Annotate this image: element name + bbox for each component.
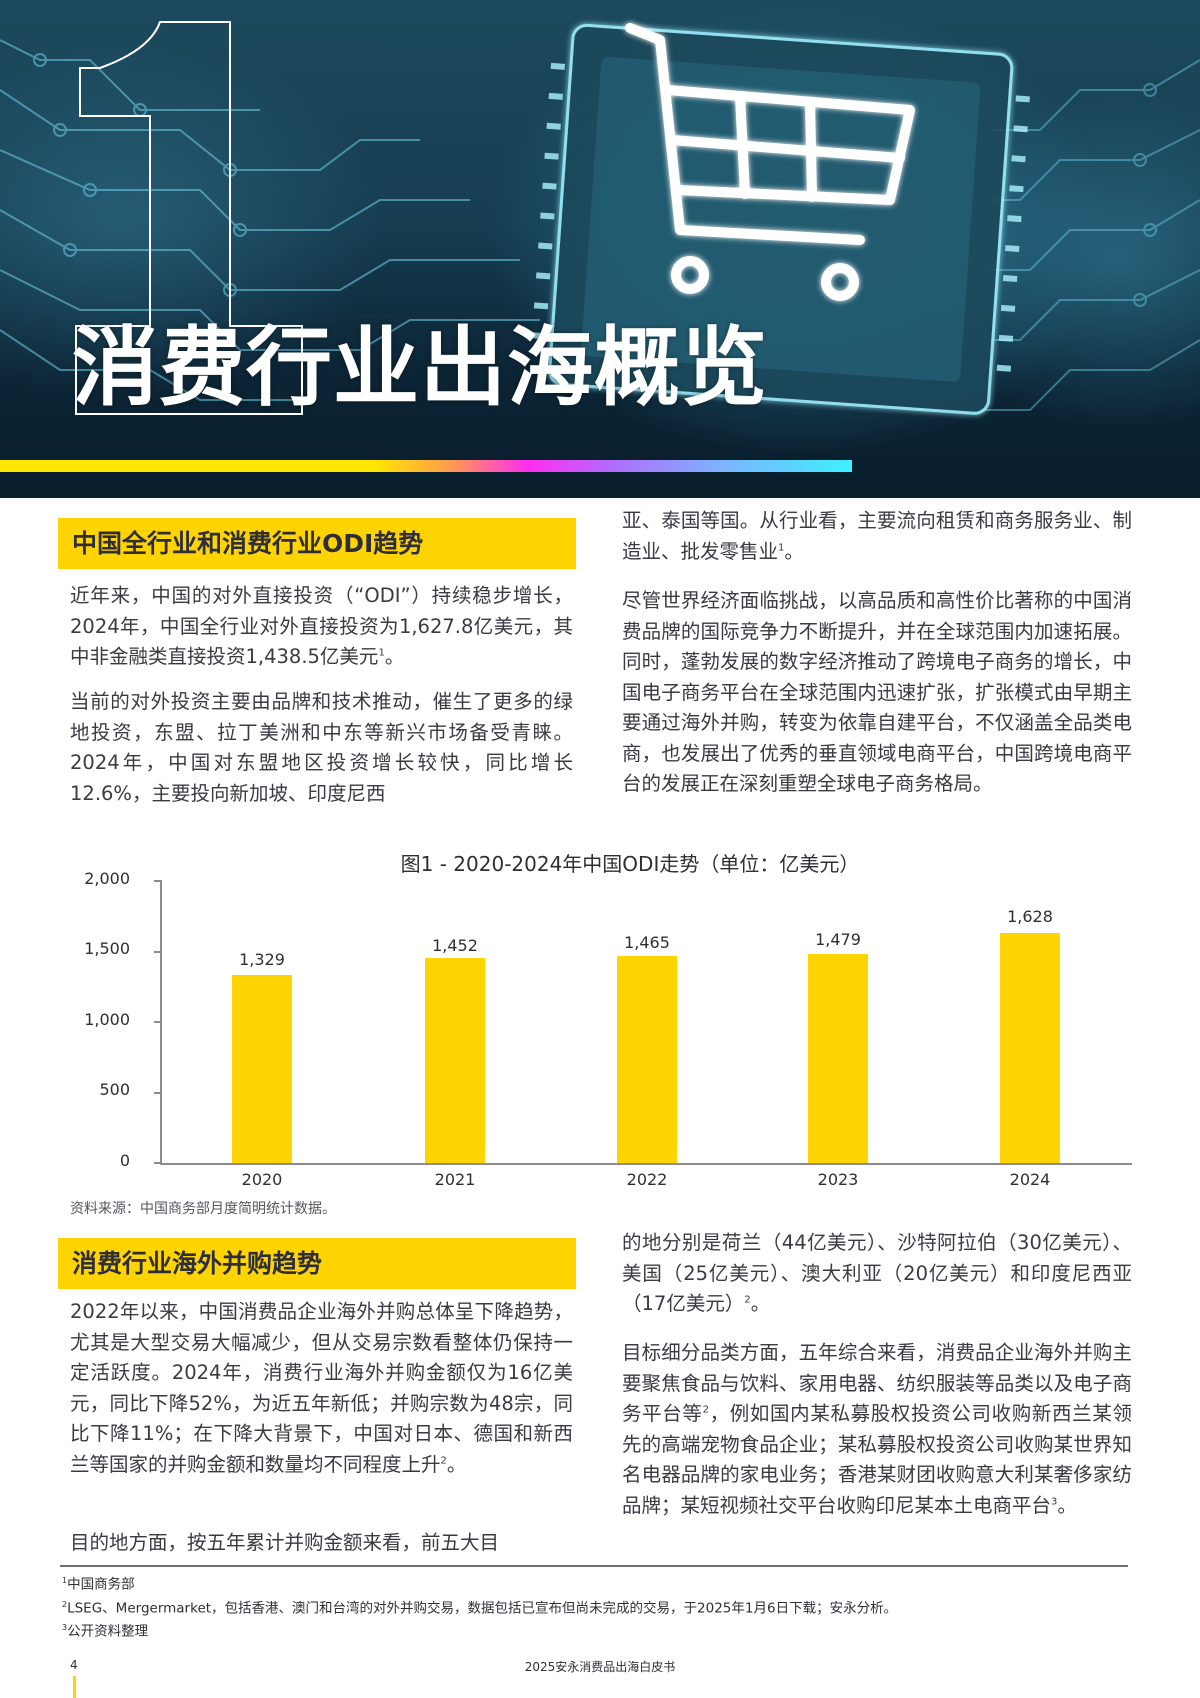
section-header-odi-trend: 中国全行业和消费行业ODI趋势 xyxy=(58,518,576,569)
paragraph-ma-destinations-start: 目的地方面，按五年累计并购金额来看，前五大目 xyxy=(70,1531,500,1554)
x-tick-label: 2024 xyxy=(1009,1170,1051,1189)
shopping-cart-icon xyxy=(625,23,915,301)
x-tick-label: 2022 xyxy=(626,1170,668,1189)
bar-2023 xyxy=(808,954,868,1163)
footnote-ref[interactable]: 2 xyxy=(702,1404,709,1416)
bar-value-label: 1,329 xyxy=(239,950,285,969)
circuit-board-illustration xyxy=(0,23,1200,415)
footer-accent-bar xyxy=(73,1676,76,1698)
paragraph-odi-intro: 近年来，中国的对外直接投资（“ODI”）持续稳步增长，2024年，中国全行业对外… xyxy=(70,584,573,668)
chart-source-note: 资料来源：中国商务部月度简明统计数据。 xyxy=(70,1201,336,1217)
bar-2022 xyxy=(617,956,677,1163)
bar-value-label: 1,479 xyxy=(815,930,861,949)
footnote-2: 2LSEG、Mergermarket，包括香港、澳门和台湾的对外并购交易，数据包… xyxy=(62,1599,898,1617)
paragraph-odi-industries: 亚、泰国等国。从行业看，主要流向租赁和商务服务业、制造业、批发零售业1。 xyxy=(622,509,1132,563)
y-tick-label: 1,000 xyxy=(84,1010,130,1029)
y-axis xyxy=(160,880,162,1164)
y-tick-label: 0 xyxy=(119,1151,130,1170)
footnote-1: 1中国商务部 xyxy=(62,1576,135,1593)
y-tick xyxy=(154,880,161,882)
x-tick-label: 2021 xyxy=(434,1170,476,1189)
hero-banner: 消费行业出海概览 xyxy=(0,0,1200,498)
bar-value-label: 1,628 xyxy=(1007,907,1053,926)
bar-value-label: 1,465 xyxy=(624,933,670,952)
y-tick-label: 1,500 xyxy=(84,939,130,958)
chapter-title: 消费行业出海概览 xyxy=(72,318,768,418)
paragraph-ma-overview: 2022年以来，中国消费品企业海外并购总体呈下降趋势，尤其是大型交易大幅减少，但… xyxy=(70,1300,573,1476)
odi-bar-chart: 图1 - 2020-2024年中国ODI走势（单位：亿美元） 2,000 1,5… xyxy=(0,840,1200,1220)
y-tick xyxy=(154,1021,161,1023)
paragraph-cross-border-ecommerce: 尽管世界经济面临挑战，以高品质和高性价比著称的中国消费品牌的国际竞争力不断提升，… xyxy=(622,589,1132,795)
footnote-ref[interactable]: 2 xyxy=(744,1294,751,1306)
x-tick-label: 2023 xyxy=(817,1170,859,1189)
y-tick xyxy=(154,1162,161,1164)
bar-value-label: 1,452 xyxy=(432,936,478,955)
y-tick-label: 500 xyxy=(99,1080,130,1099)
paragraph-ma-categories: 目标细分品类方面，五年综合来看，消费品企业海外并购主要聚焦食品与饮料、家用电器、… xyxy=(622,1341,1132,1517)
page-number: 4 xyxy=(70,1658,78,1672)
footnote-ref[interactable]: 3 xyxy=(1051,1496,1058,1507)
x-tick-label: 2020 xyxy=(241,1170,283,1189)
y-tick xyxy=(154,1092,161,1094)
section-header-ma-trend: 消费行业海外并购趋势 xyxy=(58,1238,576,1289)
bar-2024 xyxy=(1000,933,1060,1163)
footnote-ref[interactable]: 1 xyxy=(378,647,385,659)
paragraph-ma-destinations: 的地分别是荷兰（44亿美元）、沙特阿拉伯（30亿美元）、美国（25亿美元）、澳大… xyxy=(622,1231,1132,1315)
footnote-3: 3公开资料整理 xyxy=(62,1623,149,1640)
bar-2020 xyxy=(232,975,292,1163)
footnote-ref[interactable]: 2 xyxy=(440,1455,447,1466)
y-tick-label: 2,000 xyxy=(84,869,130,888)
footnote-ref[interactable]: 1 xyxy=(778,542,785,553)
x-axis xyxy=(160,1163,1132,1165)
chapter-number-outline xyxy=(75,21,303,415)
paragraph-odi-drivers: 当前的对外投资主要由品牌和技术推动，催生了更多的绿地投资，东盟、拉丁美洲和中东等… xyxy=(70,690,573,805)
bar-2021 xyxy=(425,958,485,1163)
footnotes: 1中国商务部 2LSEG、Mergermarket，包括香港、澳门和台湾的对外并… xyxy=(62,1571,897,1642)
footer-document-title: 2025安永消费品出海白皮书 xyxy=(524,1660,676,1674)
y-tick xyxy=(154,951,161,953)
gradient-accent-bar xyxy=(0,460,852,472)
footnote-divider xyxy=(60,1565,1128,1567)
chart-title: 图1 - 2020-2024年中国ODI走势（单位：亿美元） xyxy=(400,852,860,876)
